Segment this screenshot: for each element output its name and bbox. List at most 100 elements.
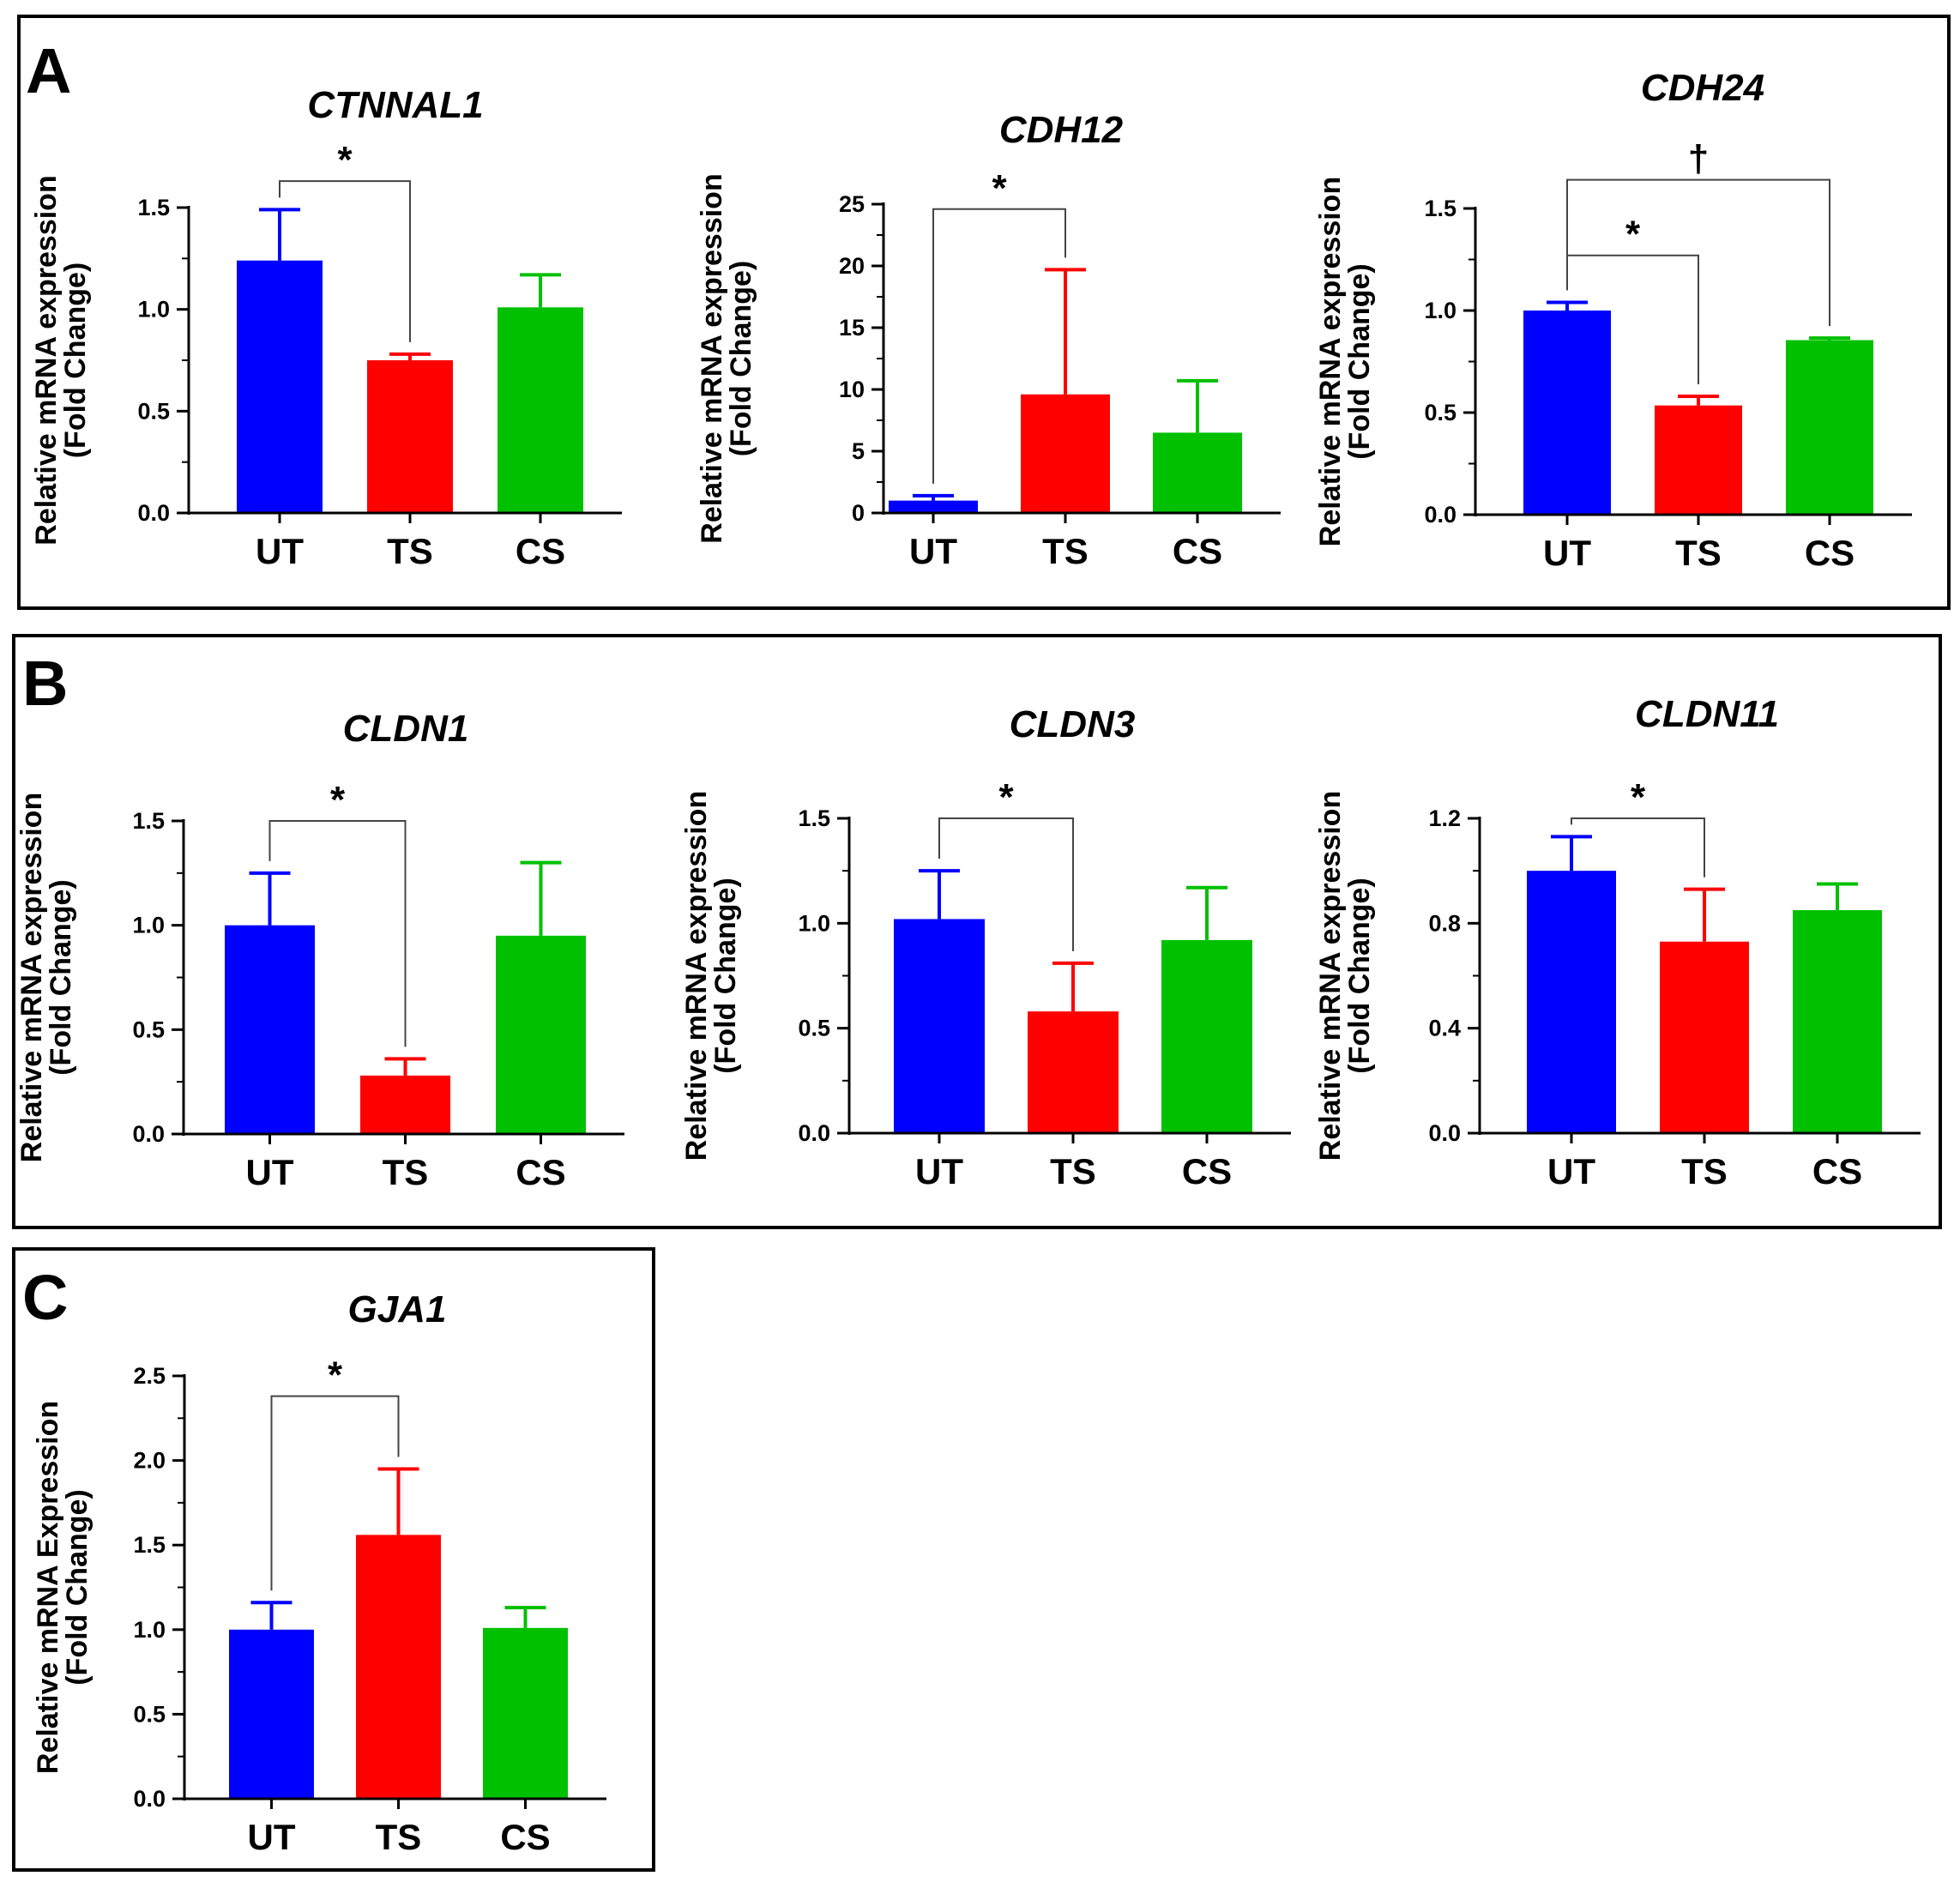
x-tick-label-ts: TS xyxy=(376,1817,422,1857)
significance-bracket xyxy=(279,180,411,342)
x-tick-label-ut: UT xyxy=(1547,1151,1595,1191)
bar-ts xyxy=(356,1535,441,1799)
y-tick-label: 0 xyxy=(852,500,865,526)
y-axis-label-line: Relative mRNA expression xyxy=(696,173,728,543)
y-tick-label: 0.0 xyxy=(137,500,170,526)
significance-asterisk: * xyxy=(998,776,1014,818)
x-tick-label-cs: CS xyxy=(500,1817,550,1857)
y-axis-label-line: (Fold Change) xyxy=(709,878,742,1074)
bar-ts xyxy=(1028,1011,1119,1133)
chart-title-cdh12: CDH12 xyxy=(999,109,1124,151)
significance-asterisk: * xyxy=(337,139,353,181)
y-axis-label-line: Relative mRNA expression xyxy=(30,175,63,545)
chart-cldn11: UT TS CS 0.0 0.4 0.8 1.2 Relative mRNA expressi… xyxy=(1314,776,1921,1191)
y-tick-label: 10 xyxy=(839,377,865,402)
y-tick-label: 0.0 xyxy=(132,1121,165,1147)
significance-asterisk: * xyxy=(328,1354,343,1396)
y-axis-label-line: (Fold Change) xyxy=(61,1489,93,1686)
y-axis-label-line: (Fold Change) xyxy=(59,262,92,459)
chart-cldn1: UT TS CS 0.0 0.5 1.0 1.5 Relative mRNA expressi… xyxy=(15,779,624,1192)
chart-title-ctnnal1: CTNNAL1 xyxy=(307,84,483,126)
x-tick-label-ut: UT xyxy=(909,531,957,571)
y-tick-label: 2.0 xyxy=(133,1448,166,1474)
significance-dagger: † xyxy=(1688,138,1709,180)
bar-ut xyxy=(237,260,323,513)
chart-cdh12: UT TS CS 0 5 10 15 20 25 Relative mRNA expression… xyxy=(696,167,1281,571)
bar-cs xyxy=(1793,910,1882,1133)
y-tick-label: 0.5 xyxy=(1424,400,1456,425)
bar-ts xyxy=(1021,394,1110,513)
significance-bracket xyxy=(1571,817,1705,878)
y-tick-label: 1.0 xyxy=(1424,298,1456,323)
chart-title-cldn1: CLDN1 xyxy=(343,708,469,750)
y-tick-label: 5 xyxy=(852,438,865,464)
y-axis-label-line: (Fold Change) xyxy=(1343,263,1376,460)
y-tick-label: 0.0 xyxy=(1424,502,1456,528)
x-tick-label-ts: TS xyxy=(1042,531,1089,571)
y-tick-label: 0.5 xyxy=(133,1701,166,1727)
x-tick-label-ts: TS xyxy=(1681,1151,1728,1191)
chart-cdh24: UT TS CS 0.0 0.5 1.0 1.5 Relative mRNA expressi… xyxy=(1314,138,1912,573)
y-axis-label-line: Relative mRNA Expression xyxy=(32,1401,64,1774)
panel-a-frame xyxy=(17,15,1951,610)
bar-cs xyxy=(496,935,586,1134)
x-tick-label-cs: CS xyxy=(516,1152,565,1192)
panel-c-label: C xyxy=(22,1262,68,1333)
chart-gja1: UT TS CS 0.0 0.5 1.0 1.5 2.0 2.5 Relative mRNA Ex… xyxy=(32,1354,606,1857)
bar-cs xyxy=(1786,340,1873,515)
significance-asterisk: * xyxy=(330,779,346,821)
y-tick-label: 1.5 xyxy=(1424,196,1456,221)
y-tick-label: 1.0 xyxy=(132,913,165,938)
y-tick-label: 2.5 xyxy=(133,1363,166,1389)
x-tick-label-ts: TS xyxy=(387,531,433,571)
y-axis-label-line: Relative mRNA expression xyxy=(15,793,48,1162)
bar-ut xyxy=(1527,871,1616,1133)
bar-cs xyxy=(498,307,583,513)
x-tick-label-ts: TS xyxy=(1050,1151,1096,1191)
significance-bracket xyxy=(938,817,1074,951)
bar-cs xyxy=(1153,432,1242,513)
x-tick-label-ut: UT xyxy=(915,1151,963,1191)
y-axis-label-line: (Fold Change) xyxy=(725,261,757,457)
x-tick-label-ut: UT xyxy=(248,1817,296,1857)
significance-asterisk: * xyxy=(992,167,1007,209)
panel-b-frame xyxy=(12,634,1942,1229)
x-tick-label-cs: CS xyxy=(1805,533,1854,573)
chart-title-cldn3: CLDN3 xyxy=(1010,703,1136,745)
panel-c-frame xyxy=(12,1247,655,1872)
y-tick-label: 0.0 xyxy=(798,1120,830,1146)
y-tick-label: 1.5 xyxy=(137,195,170,220)
y-axis-label-line: Relative mRNA expression xyxy=(1314,177,1347,546)
x-tick-label-cs: CS xyxy=(1173,531,1222,571)
bar-ut xyxy=(1523,311,1611,515)
bar-ut xyxy=(225,925,315,1134)
y-tick-label: 1.5 xyxy=(798,805,830,831)
significance-bracket xyxy=(268,820,407,1047)
significance-bracket xyxy=(270,1395,400,1591)
y-tick-label: 1.5 xyxy=(132,808,165,834)
y-axis-label-line: Relative mRNA expression xyxy=(1314,791,1347,1161)
y-axis-label-line: (Fold Change) xyxy=(45,879,77,1076)
y-tick-label: 1.5 xyxy=(133,1532,166,1558)
y-tick-label: 15 xyxy=(839,315,865,341)
significance-asterisk: * xyxy=(1625,214,1641,256)
y-tick-label: 1.0 xyxy=(133,1617,166,1643)
y-tick-label: 1.2 xyxy=(1428,805,1461,831)
chart-ctnnal1: UT TS CS 0.0 0.5 1.0 1.5 Relative mRNA expressi… xyxy=(30,139,622,571)
panel-a-label: A xyxy=(26,35,71,106)
x-tick-label-ut: UT xyxy=(246,1152,294,1192)
y-tick-label: 0.8 xyxy=(1428,910,1461,936)
bar-ts xyxy=(360,1075,450,1134)
y-tick-label: 0.5 xyxy=(137,398,170,424)
bar-ts xyxy=(367,360,453,513)
panel-b-label: B xyxy=(22,648,68,719)
x-tick-label-ts: TS xyxy=(383,1152,429,1192)
bar-cs xyxy=(483,1627,568,1799)
chart-cldn3: UT TS CS 0.0 0.5 1.0 1.5 Relative mRNA expressi… xyxy=(680,776,1291,1191)
y-tick-label: 0.4 xyxy=(1428,1016,1461,1041)
y-axis-label-line: Relative mRNA expression xyxy=(680,791,713,1161)
x-tick-label-cs: CS xyxy=(1812,1151,1862,1191)
x-tick-label-cs: CS xyxy=(1182,1151,1232,1191)
y-tick-label: 0.0 xyxy=(133,1786,166,1812)
significance-bracket xyxy=(1566,178,1830,327)
